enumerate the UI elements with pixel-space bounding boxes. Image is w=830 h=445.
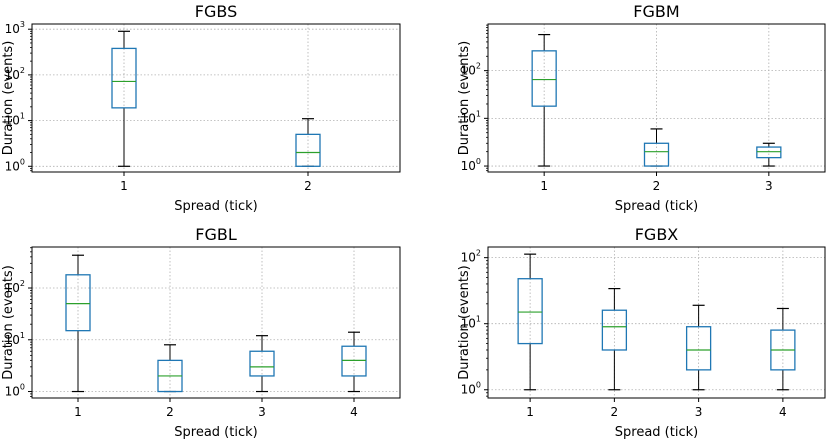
box-3 [756,142,782,167]
box-3 [685,304,712,391]
subplot-fgbl: 1 2 3 4 100 101 102 FGBL Spread (tick) Duration (… [1,225,401,440]
y-axis-label: Duration (events) [1,265,16,380]
box-rect [531,50,557,107]
box-4 [341,331,367,393]
box-rect [517,278,543,345]
subplot-title: FGBM [633,2,679,21]
x-tick-label: 3 [258,405,266,419]
y-tick-label: 101 [5,331,25,347]
box-rect [601,309,628,351]
box-1 [111,30,137,167]
axes-frame [31,23,401,173]
box-rect [756,146,782,159]
subplot-fgbm: 1 2 3 100 101 102 FGBM Spread (tick) Duration (e… [457,2,826,214]
x-tick-label: 1 [540,179,548,193]
box-3 [249,335,275,393]
box-rect [111,47,137,109]
box-2 [643,128,670,167]
subplot-fgbs: 1 2 100 101 102 103 FGBS Spread (tick) Duration … [1,2,401,214]
x-tick-label: 3 [695,405,703,419]
y-tick-label: 100 [461,381,481,397]
x-tick-label: 3 [765,179,773,193]
box-1 [531,33,557,167]
subplot-title: FGBX [635,225,679,244]
y-tick-label: 102 [5,66,25,82]
x-tick-label: 4 [779,405,787,419]
box-2 [157,344,183,393]
y-tick-label: 102 [461,62,481,78]
y-axis-label: Duration (events) [457,265,472,380]
x-tick-label: 1 [526,405,534,419]
box-rect [341,345,367,377]
x-axis-label: Spread (tick) [174,199,257,214]
box-1 [65,254,91,393]
box-rect [249,350,275,377]
axes-frame [31,246,401,399]
y-tick-label: 101 [461,109,481,125]
axes-frame [487,246,826,399]
subplot-title: FGBS [195,2,237,21]
box-1 [517,253,543,391]
x-tick-label: 2 [611,405,619,419]
box-2 [295,118,321,167]
subplot-title: FGBL [195,225,237,244]
y-tick-label: 102 [5,279,25,295]
y-tick-label: 101 [461,315,481,331]
y-tick-label: 100 [461,157,481,173]
x-tick-label: 1 [74,405,82,419]
y-tick-label: 103 [5,20,25,36]
x-tick-label: 2 [304,179,312,193]
box-rect [685,326,712,371]
x-tick-label: 2 [653,179,661,193]
x-axis-label: Spread (tick) [615,425,698,440]
subplot-fgbx: 1 2 3 4 100 101 102 FGBX Spread (tick) Duration (… [457,225,826,440]
y-tick-label: 100 [5,157,25,173]
box-2 [601,288,628,391]
box-rect [295,133,321,167]
x-tick-label: 2 [166,405,174,419]
y-tick-label: 101 [5,112,25,128]
y-axis-label: Duration (events) [457,41,472,156]
x-tick-label: 1 [120,179,128,193]
box-4 [770,307,796,391]
y-tick-label: 100 [5,383,25,399]
x-tick-label: 4 [350,405,358,419]
y-tick-label: 102 [461,249,481,265]
y-axis-label: Duration (events) [1,41,16,156]
box-rect [643,142,670,167]
box-rect [65,274,91,332]
x-axis-label: Spread (tick) [615,199,698,214]
x-axis-label: Spread (tick) [174,425,257,440]
